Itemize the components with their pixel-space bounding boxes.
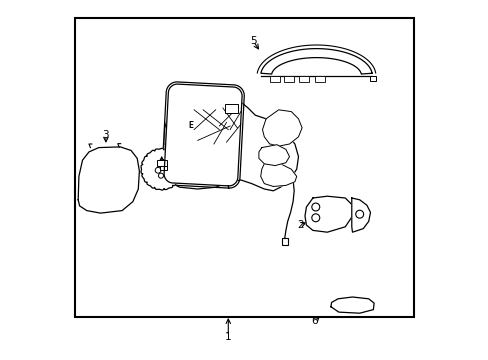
Polygon shape <box>164 94 298 191</box>
FancyBboxPatch shape <box>224 104 238 113</box>
FancyBboxPatch shape <box>314 76 324 82</box>
FancyBboxPatch shape <box>156 160 166 166</box>
FancyBboxPatch shape <box>369 76 375 81</box>
FancyBboxPatch shape <box>284 76 294 82</box>
Text: 5: 5 <box>250 36 256 46</box>
Bar <box>75 18 413 317</box>
Polygon shape <box>351 198 370 232</box>
Text: 2: 2 <box>296 220 303 230</box>
Text: 3: 3 <box>102 130 109 140</box>
Polygon shape <box>78 147 139 213</box>
FancyBboxPatch shape <box>282 238 287 245</box>
Polygon shape <box>141 148 182 190</box>
Text: 6: 6 <box>311 316 317 326</box>
Text: 1: 1 <box>224 332 231 342</box>
FancyBboxPatch shape <box>298 76 308 82</box>
Polygon shape <box>164 84 242 186</box>
Text: E: E <box>188 121 193 130</box>
Polygon shape <box>258 145 289 166</box>
Polygon shape <box>330 297 373 313</box>
FancyBboxPatch shape <box>159 166 166 170</box>
Polygon shape <box>262 110 302 146</box>
FancyBboxPatch shape <box>269 76 279 82</box>
Polygon shape <box>305 196 352 232</box>
Polygon shape <box>260 164 296 186</box>
Text: 4: 4 <box>158 159 164 169</box>
Polygon shape <box>261 49 371 74</box>
